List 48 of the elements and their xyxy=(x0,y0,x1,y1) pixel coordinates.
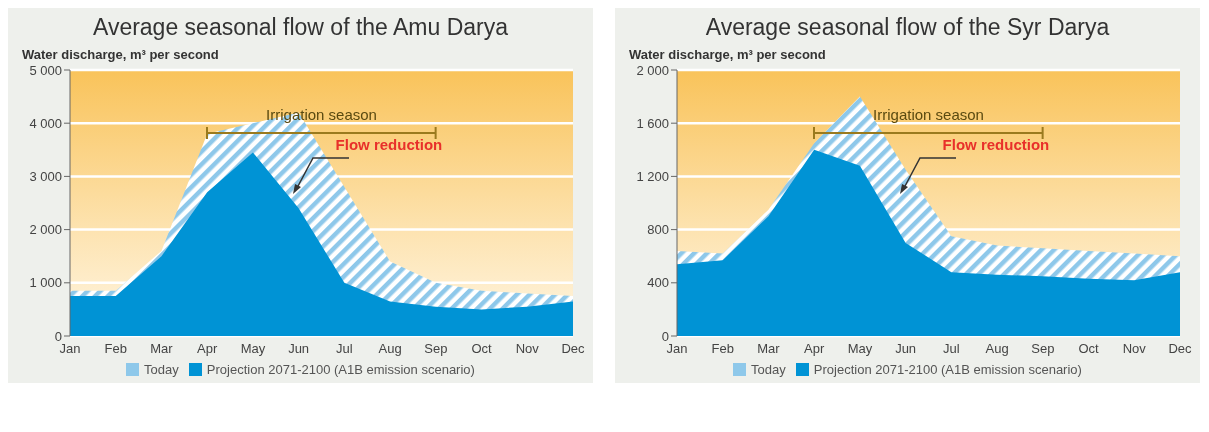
x-tick-label: Nov xyxy=(1122,341,1147,357)
series-label: Today xyxy=(751,362,786,377)
series-label: Today xyxy=(144,362,179,377)
annotation: Flow reduction xyxy=(942,136,1051,153)
y-tick-label: 1 000 xyxy=(29,275,62,291)
y-tick-label: 3 000 xyxy=(29,169,62,185)
x-tick-label: Jul xyxy=(336,341,353,357)
x-tick-label: Feb xyxy=(711,341,734,357)
annotation: Irrigation season xyxy=(872,106,985,123)
x-tick-label: Aug xyxy=(985,341,1009,357)
y-tick-label: 800 xyxy=(647,222,669,238)
x-tick-label: Jan xyxy=(59,341,81,357)
x-tick-label: Dec xyxy=(1168,341,1193,357)
y-tick-label: 400 xyxy=(647,275,669,291)
y-axis-title: Water discharge, m³ per second xyxy=(629,47,827,62)
x-tick-label: May xyxy=(847,341,873,357)
x-tick-label: Nov xyxy=(515,341,540,357)
x-tick-label: Mar xyxy=(150,341,174,357)
x-tick-label: Jun xyxy=(288,341,310,357)
chart-title: Average seasonal flow of the Syr Darya xyxy=(704,14,1111,41)
y-tick-label: 1 600 xyxy=(636,115,669,131)
x-tick-label: Feb xyxy=(104,341,127,357)
x-tick-label: Jun xyxy=(895,341,917,357)
x-tick-label: Oct xyxy=(471,341,493,357)
x-tick-label: May xyxy=(240,341,266,357)
y-tick-label: 5 000 xyxy=(29,62,62,78)
x-tick-label: Dec xyxy=(561,341,586,357)
y-tick-label: 2 000 xyxy=(636,62,669,78)
y-axis-title: Water discharge, m³ per second xyxy=(22,47,220,62)
x-tick-label: Mar xyxy=(757,341,781,357)
x-tick-label: Oct xyxy=(1078,341,1100,357)
x-tick-label: Jan xyxy=(666,341,688,357)
y-tick-label: 0 xyxy=(54,328,62,344)
legend-label: Projection 2071-2100 (A1B emission scenario) xyxy=(813,362,1082,377)
x-tick-label: Aug xyxy=(378,341,402,357)
legend-label: Projection 2071-2100 (A1B emission scenario) xyxy=(206,362,475,377)
x-tick-label: Sep xyxy=(424,341,448,357)
x-tick-label: Jul xyxy=(943,341,960,357)
y-tick-label: 1 200 xyxy=(636,169,669,185)
annotation: Flow reduction xyxy=(335,136,444,153)
x-tick-label: Apr xyxy=(197,341,218,357)
y-tick-label: 4 000 xyxy=(29,115,62,131)
y-tick-label: 2 000 xyxy=(29,222,62,238)
y-tick-label: 0 xyxy=(661,328,669,344)
chart-title: Average seasonal flow of the Amu Darya xyxy=(91,14,510,41)
annotation: Irrigation season xyxy=(265,106,378,123)
x-tick-label: Apr xyxy=(804,341,825,357)
x-tick-label: Sep xyxy=(1031,341,1055,357)
